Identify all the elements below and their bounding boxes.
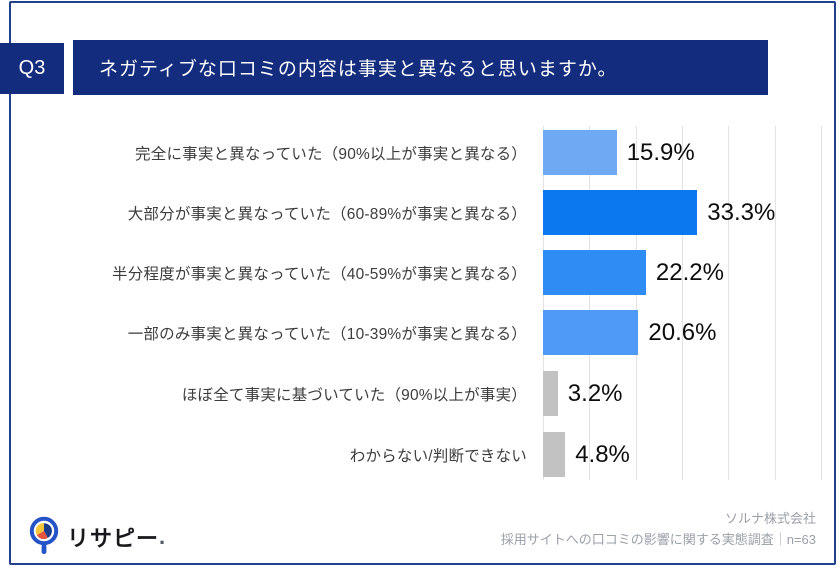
bar-track: 20.6% bbox=[543, 310, 833, 355]
chart-row-3: 半分程度が事実と異なっていた（40-59%が事実と異なる） 22.2% bbox=[0, 250, 840, 295]
gridline-60 bbox=[821, 126, 822, 480]
bar bbox=[543, 371, 558, 416]
bar bbox=[543, 190, 698, 235]
chart-row-1: 完全に事実と異なっていた（90%以上が事実と異なる） 15.9% bbox=[0, 130, 840, 175]
bar bbox=[543, 250, 646, 295]
bar-value: 33.3% bbox=[707, 198, 776, 226]
gridline-0 bbox=[543, 126, 544, 480]
gridline-40 bbox=[728, 126, 730, 480]
bar-track: 15.9% bbox=[543, 130, 833, 175]
bar-value: 22.2% bbox=[655, 258, 724, 286]
category-label: ほぼ全て事実に基づいていた（90%以上が事実） bbox=[181, 386, 527, 404]
question-title: ネガティブな口コミの内容は事実と異なると思いますか。 bbox=[99, 59, 618, 80]
bar bbox=[543, 130, 617, 175]
category-label: 完全に事実と異なっていた（90%以上が事実と異なる） bbox=[135, 145, 527, 163]
bar-value: 4.8% bbox=[575, 440, 630, 468]
source-company: ソルナ株式会社 bbox=[724, 511, 816, 526]
question-number-badge: Q3 bbox=[0, 43, 64, 94]
card-frame bbox=[9, 1, 836, 565]
pie-magnifier-logo-icon bbox=[29, 516, 59, 554]
bar-track: 22.2% bbox=[543, 250, 833, 295]
bar-value: 20.6% bbox=[648, 318, 717, 346]
chart-row-2: 大部分が事実と異なっていた（60-89%が事実と異なる） 33.3% bbox=[0, 190, 840, 235]
gridline-10 bbox=[589, 126, 591, 480]
category-label: 半分程度が事実と異なっていた（40-59%が事実と異なる） bbox=[112, 265, 527, 283]
brand-logo: リサピー. bbox=[28, 514, 165, 560]
chart-row-4: 一部のみ事実と異なっていた（10-39%が事実と異なる） 20.6% bbox=[0, 310, 840, 355]
category-label: 大部分が事実と異なっていた（60-89%が事実と異なる） bbox=[127, 205, 527, 223]
category-label: 一部のみ事実と異なっていた（10-39%が事実と異なる） bbox=[127, 325, 527, 343]
category-label: わからない/判断できない bbox=[349, 447, 527, 465]
logo-wordmark: リサピー bbox=[67, 526, 160, 551]
bar-track: 4.8% bbox=[543, 432, 833, 477]
source-survey-info: 採用サイトへの口コミの影響に関する実態調査｜n=63 bbox=[500, 531, 816, 547]
bar-track: 33.3% bbox=[543, 190, 833, 235]
bar bbox=[543, 432, 566, 477]
chart-row-5: ほぼ全て事実に基づいていた（90%以上が事実） 3.2% bbox=[0, 371, 840, 416]
source-attribution: ソルナ株式会社 採用サイトへの口コミの影響に関する実態調査｜n=63 bbox=[501, 509, 816, 551]
bar-track: 3.2% bbox=[543, 371, 833, 416]
bar bbox=[543, 310, 639, 355]
logo-wordmark-dot: . bbox=[159, 524, 166, 549]
chart-row-6: わからない/判断できない 4.8% bbox=[0, 432, 840, 477]
gridline-30 bbox=[682, 126, 683, 480]
question-title-bar: ネガティブな口コミの内容は事実と異なると思いますか。 bbox=[73, 40, 768, 95]
gridline-20 bbox=[635, 126, 637, 480]
bar-value: 3.2% bbox=[567, 379, 623, 407]
gridline-50 bbox=[774, 126, 776, 480]
chart-gridlines bbox=[543, 126, 822, 480]
bar-value: 15.9% bbox=[626, 138, 695, 166]
question-number: Q3 bbox=[18, 57, 46, 79]
